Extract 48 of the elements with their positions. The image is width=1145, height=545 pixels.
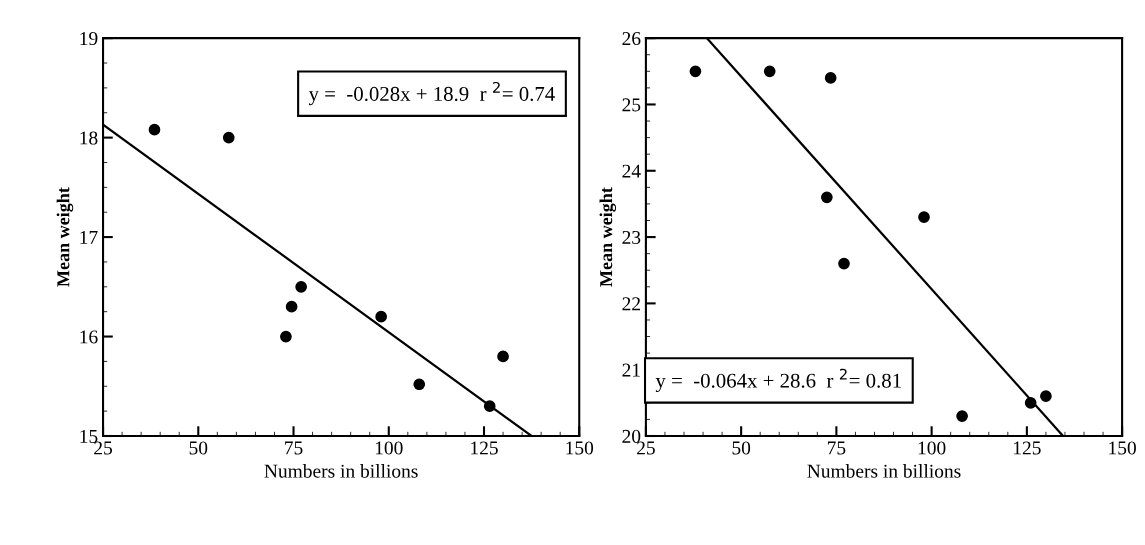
point [918, 211, 930, 224]
x-tick-label: 100 [918, 441, 946, 455]
point [375, 310, 387, 323]
y-tick-label: 23 [622, 230, 641, 245]
y-tick-label: 15 [80, 429, 98, 443]
x-tick-label: 150 [1109, 441, 1136, 455]
x-tick-label: 25 [94, 441, 113, 455]
point [497, 350, 509, 363]
point [689, 65, 702, 78]
x-tick-label: 50 [732, 441, 751, 455]
x-tick-label: 125 [1013, 441, 1041, 455]
y-axis-title: Mean weight [599, 187, 617, 287]
x-tick-label: 75 [285, 441, 303, 455]
point [956, 410, 968, 422]
y-tick-label: 22 [622, 297, 640, 311]
x-tick-label: 100 [375, 441, 403, 455]
y-tick-label: 19 [80, 32, 98, 46]
y-tick-label: 16 [80, 330, 98, 344]
point [824, 72, 837, 84]
x-tick-label: 25 [637, 441, 655, 455]
point [1024, 397, 1037, 409]
point [148, 123, 161, 136]
y-tick-label: 25 [622, 98, 641, 112]
point [295, 280, 307, 293]
y-tick-label: 18 [80, 131, 98, 145]
point [763, 65, 776, 78]
point [222, 131, 235, 144]
point [838, 257, 850, 270]
x-axis-title: Numbers in billions [264, 464, 418, 478]
point [285, 300, 298, 313]
point [483, 400, 496, 413]
y-tick-label: 21 [622, 363, 640, 377]
point [280, 330, 292, 343]
x-tick-label: 50 [189, 441, 208, 455]
y-tick-label: 20 [622, 429, 641, 443]
y-tick-label: 24 [622, 164, 641, 178]
y-axis-title: Mean weight [56, 187, 74, 287]
point [821, 191, 833, 204]
x-axis-title: Numbers in billions [807, 464, 961, 478]
point [1040, 390, 1052, 403]
x-tick-label: 125 [471, 441, 498, 455]
annotation: y = -0.064x + 28.6 r $^{2}$= 0.81 [655, 368, 901, 392]
point [413, 378, 426, 391]
x-tick-label: 150 [566, 441, 594, 455]
y-tick-label: 26 [622, 32, 641, 46]
x-tick-label: 75 [827, 441, 846, 455]
y-tick-label: 17 [80, 230, 98, 244]
annotation: y = -0.028x + 18.9 r $^{2}$= 0.74 [308, 81, 555, 106]
